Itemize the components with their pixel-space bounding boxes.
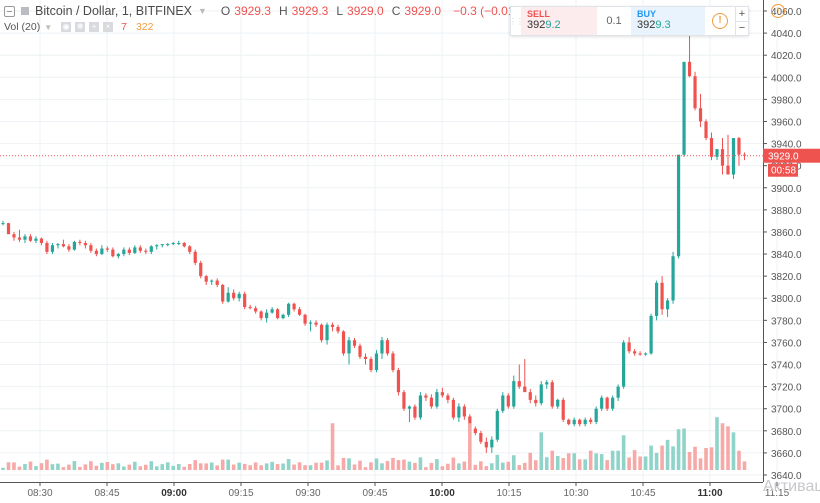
current-price-label: 3929.0 bbox=[768, 152, 799, 163]
price-tick-label: 3640.0 bbox=[771, 471, 802, 482]
price-tick-label: 3940.0 bbox=[771, 140, 802, 151]
countdown-tag bbox=[768, 163, 798, 177]
time-tick-label: 08:30 bbox=[27, 488, 52, 499]
decrease-button[interactable]: − bbox=[738, 22, 746, 35]
volume-ma-value: 322 bbox=[135, 21, 154, 33]
activation-watermark: Активац bbox=[763, 478, 820, 495]
quantity-stepper: + − bbox=[735, 7, 748, 35]
symbol-legend: Bitcoin / Dollar, 1, BITFINEX ▼ O 3929.3 … bbox=[4, 4, 529, 18]
warning-icon[interactable]: ! bbox=[771, 4, 785, 18]
chevron-down-icon[interactable]: ▼ bbox=[198, 6, 207, 16]
buy-price: 3929.3 bbox=[637, 19, 705, 31]
eye-icon[interactable]: ◉ bbox=[61, 22, 72, 32]
price-tick-label: 3740.0 bbox=[771, 361, 802, 372]
buy-price-suffix: 9.3 bbox=[655, 19, 671, 31]
gear-icon[interactable]: ❋ bbox=[75, 22, 86, 32]
time-tick-label: 11:00 bbox=[697, 488, 722, 499]
volume-legend: Vol (20) ▼ ◉ ❋ + × 7 322 bbox=[4, 21, 153, 33]
series-style-icon bbox=[21, 7, 29, 15]
sell-price-prefix: 392 bbox=[527, 19, 546, 31]
sell-price-suffix: 9.2 bbox=[545, 19, 561, 31]
price-tick-label: 3780.0 bbox=[771, 316, 802, 327]
close-value: 3929.0 bbox=[404, 4, 442, 18]
time-tick-label: 11:15 bbox=[765, 488, 790, 499]
price-tick-label: 3700.0 bbox=[771, 405, 802, 416]
candles bbox=[1, 33, 747, 453]
close-label: C bbox=[391, 4, 401, 18]
price-tick-label: 3800.0 bbox=[771, 294, 802, 305]
volume-bars bbox=[1, 417, 747, 470]
info-button[interactable]: ! bbox=[705, 7, 735, 35]
current-price-tag bbox=[763, 148, 820, 163]
price-tick-label: 3820.0 bbox=[771, 272, 802, 283]
price-tick-label: 3680.0 bbox=[771, 427, 802, 438]
low-value: 3929.0 bbox=[347, 4, 384, 18]
quantity-field[interactable]: 0.1 bbox=[606, 15, 622, 27]
price-tick-label: 3900.0 bbox=[771, 184, 802, 195]
sell-price: 3929.2 bbox=[527, 19, 597, 31]
time-tick-label: 10:45 bbox=[630, 488, 655, 499]
close-icon[interactable]: × bbox=[103, 22, 114, 32]
sell-label: SELL bbox=[527, 9, 551, 19]
open-value: 3929.3 bbox=[234, 4, 271, 18]
trade-panel: ⋮⋮ SELL 3929.2 0.1 BUY 3929.3 ! + − bbox=[509, 6, 749, 36]
grid bbox=[0, 0, 778, 482]
time-tick-label: 10:30 bbox=[563, 488, 588, 499]
price-tick-label: 4020.0 bbox=[771, 51, 802, 62]
price-tick-label: 3880.0 bbox=[771, 206, 802, 217]
volume-title[interactable]: Vol (20) bbox=[4, 21, 41, 33]
time-tick-label: 09:45 bbox=[362, 488, 387, 499]
time-tick-label: 10:00 bbox=[429, 488, 455, 499]
price-tick-label: 3760.0 bbox=[771, 338, 802, 349]
price-axis[interactable]: 4060.0 4040.0 4020.0 4000.0 3980.0 3960.0 3940… bbox=[763, 7, 802, 482]
buy-button[interactable]: BUY 3929.3 bbox=[631, 7, 705, 35]
countdown-label: 00:58 bbox=[771, 166, 796, 177]
price-tick-label: 3720.0 bbox=[771, 383, 802, 394]
price-tick-label: 4040.0 bbox=[771, 29, 802, 40]
info-icon: ! bbox=[712, 13, 728, 29]
time-tick-label: 09:15 bbox=[228, 488, 253, 499]
open-label: O bbox=[220, 4, 231, 18]
price-tick-label: 3860.0 bbox=[771, 228, 802, 239]
time-tick-label: 08:45 bbox=[94, 488, 119, 499]
buy-label: BUY bbox=[637, 9, 657, 19]
time-tick-label: 09:00 bbox=[161, 488, 187, 499]
price-tick-label: 3980.0 bbox=[771, 95, 802, 106]
drag-handle-icon[interactable]: ⋮⋮ bbox=[509, 16, 524, 26]
price-tick-label: 4060.0 bbox=[771, 7, 802, 18]
price-tick-label: 4000.0 bbox=[771, 73, 802, 84]
buy-price-prefix: 392 bbox=[637, 19, 656, 31]
time-tick-label: 10:15 bbox=[496, 488, 521, 499]
collapse-legend-icon[interactable] bbox=[4, 5, 15, 17]
time-tick-label: 09:30 bbox=[295, 488, 320, 499]
price-tick-label: 3960.0 bbox=[771, 117, 802, 128]
high-label: H bbox=[278, 4, 288, 18]
chevron-down-icon[interactable]: ▼ bbox=[44, 22, 53, 32]
sell-button[interactable]: SELL 3929.2 bbox=[521, 7, 597, 35]
symbol-title[interactable]: Bitcoin / Dollar, 1, BITFINEX bbox=[35, 4, 192, 18]
plus-icon[interactable]: + bbox=[89, 22, 100, 32]
increase-button[interactable]: + bbox=[736, 7, 748, 22]
volume-value: 7 bbox=[121, 21, 127, 33]
price-tick-label: 3660.0 bbox=[771, 449, 802, 460]
time-axis[interactable]: 08:30 08:45 09:00 09:15 09:30 09:45 10:00 10:15… bbox=[27, 482, 790, 499]
price-tick-label: 3840.0 bbox=[771, 250, 802, 261]
low-label: L bbox=[336, 4, 344, 18]
high-value: 3929.3 bbox=[291, 4, 329, 18]
